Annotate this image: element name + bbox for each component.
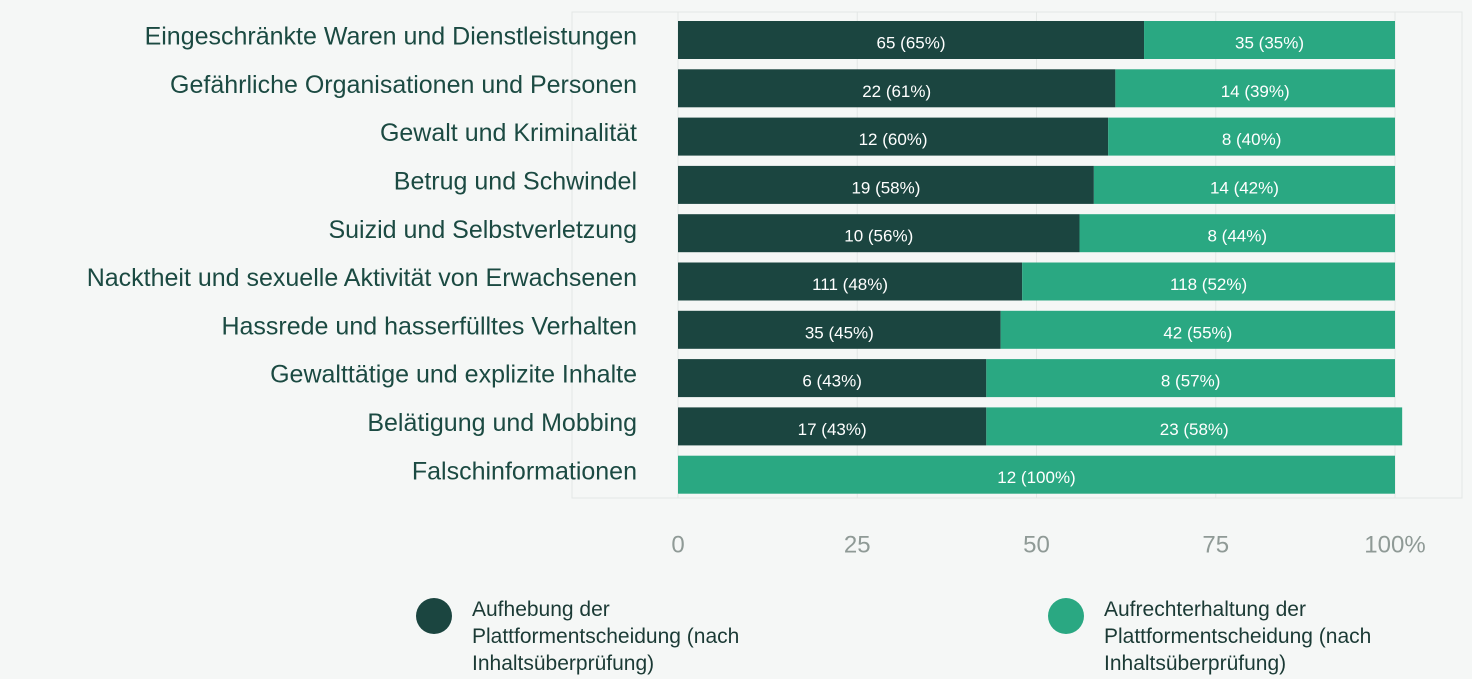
data-label: 23 (58%) bbox=[1160, 420, 1229, 439]
bar-segment bbox=[1093, 165, 1395, 204]
bar-segment bbox=[986, 359, 1395, 398]
bar-segment bbox=[678, 407, 987, 446]
x-tick-label: 75 bbox=[1202, 531, 1229, 558]
bar-segment bbox=[1144, 21, 1395, 59]
legend-swatch bbox=[416, 598, 452, 634]
data-label: 118 (52%) bbox=[1170, 275, 1247, 294]
data-label: 42 (55%) bbox=[1163, 323, 1232, 342]
data-label: 8 (44%) bbox=[1207, 227, 1267, 246]
y-tick-label: Hassrede und hasserfülltes Verhalten bbox=[221, 312, 637, 340]
plot-frame bbox=[571, 11, 1463, 499]
bar-segment bbox=[678, 117, 1109, 156]
data-label: 65 (65%) bbox=[877, 33, 946, 52]
bar-segment bbox=[678, 165, 1094, 204]
bar-segment bbox=[1115, 69, 1395, 108]
bar-segment bbox=[678, 214, 1080, 253]
legend-swatch bbox=[1048, 598, 1084, 634]
y-tick-label: Betrug und Schwindel bbox=[394, 168, 637, 196]
data-label: 19 (58%) bbox=[851, 178, 920, 197]
data-label: 12 (60%) bbox=[859, 130, 928, 149]
data-label: 35 (35%) bbox=[1235, 33, 1304, 52]
bar-segment bbox=[1108, 117, 1395, 156]
data-label: 12 (100%) bbox=[997, 468, 1075, 487]
data-label: 35 (45%) bbox=[805, 323, 874, 342]
legend-item: Aufrechterhaltung der Plattformentscheid… bbox=[1048, 596, 1434, 677]
y-tick-label: Gewalt und Kriminalität bbox=[380, 119, 637, 147]
legend-label: Aufrechterhaltung der Plattformentscheid… bbox=[1104, 598, 1372, 675]
data-label: 22 (61%) bbox=[862, 82, 931, 101]
bar-segment bbox=[678, 262, 1023, 301]
bar-segment bbox=[1000, 310, 1395, 349]
y-tick-label: Gefährliche Organisationen und Personen bbox=[170, 71, 637, 99]
y-tick-label: Falschinformationen bbox=[412, 457, 637, 485]
bar-segment bbox=[1022, 262, 1395, 301]
bar-segment bbox=[678, 359, 987, 398]
bar-segment bbox=[1079, 214, 1395, 253]
legend-label: Aufhebung der Plattformentscheidung (nac… bbox=[472, 598, 740, 675]
y-tick-label: Belätigung und Mobbing bbox=[367, 409, 637, 437]
data-label: 14 (42%) bbox=[1210, 178, 1279, 197]
bar-segment bbox=[678, 69, 1116, 108]
data-label: 111 (48%) bbox=[812, 275, 888, 294]
x-tick-label: 25 bbox=[844, 531, 871, 558]
y-tick-label: Eingeschränkte Waren und Dienstleistunge… bbox=[145, 23, 637, 51]
bar-segment bbox=[678, 455, 1395, 494]
y-tick-label: Gewalttätige und explizite Inhalte bbox=[270, 361, 637, 389]
data-label: 8 (40%) bbox=[1222, 130, 1282, 149]
data-label: 14 (39%) bbox=[1221, 82, 1290, 101]
data-label: 8 (57%) bbox=[1161, 372, 1221, 391]
y-tick-label: Suizid und Selbstverletzung bbox=[328, 216, 637, 244]
x-tick-label: 0 bbox=[671, 531, 684, 558]
bar-segment bbox=[986, 407, 1403, 446]
data-label: 17 (43%) bbox=[798, 420, 867, 439]
data-label: 6 (43%) bbox=[802, 372, 862, 391]
y-tick-label: Nacktheit und sexuelle Aktivität von Erw… bbox=[87, 264, 637, 292]
x-tick-label: 50 bbox=[1023, 531, 1050, 558]
data-label: 10 (56%) bbox=[844, 227, 913, 246]
bar-segment bbox=[678, 310, 1001, 349]
legend-item: Aufhebung der Plattformentscheidung (nac… bbox=[416, 596, 802, 677]
x-tick-label: 100% bbox=[1364, 531, 1425, 558]
bar-segment bbox=[678, 21, 1145, 59]
